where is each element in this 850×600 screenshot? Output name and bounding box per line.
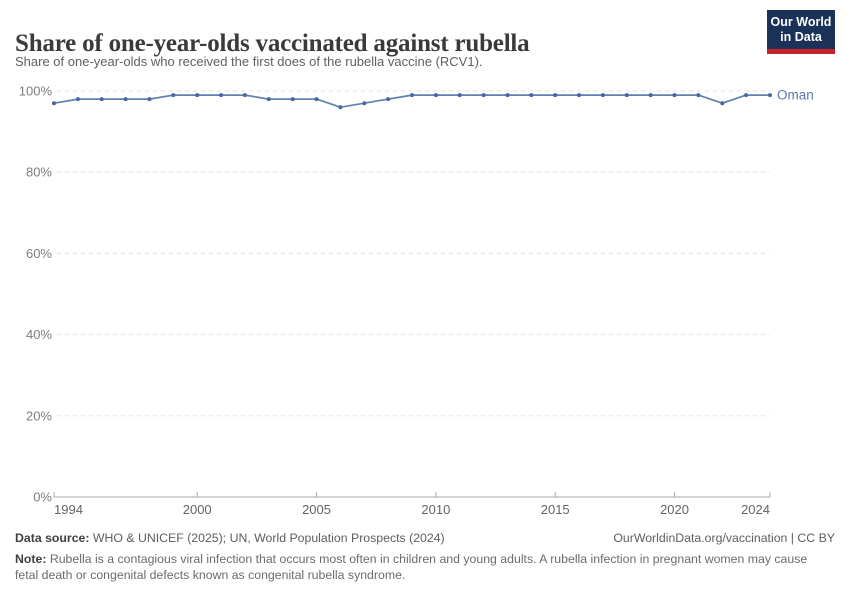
- x-axis-tick-label: 2005: [302, 502, 331, 517]
- data-point[interactable]: [720, 101, 725, 106]
- data-point[interactable]: [553, 93, 558, 98]
- y-axis-tick-label: 40%: [26, 327, 52, 342]
- data-point[interactable]: [648, 93, 653, 98]
- data-point[interactable]: [433, 93, 438, 98]
- x-axis-tick-label: 2015: [541, 502, 570, 517]
- data-point[interactable]: [362, 101, 367, 106]
- data-point[interactable]: [290, 97, 295, 102]
- series-end-label: Oman: [777, 88, 814, 103]
- y-axis-tick-label: 60%: [26, 246, 52, 261]
- chart-subtitle: Share of one-year-olds who received the …: [15, 54, 483, 69]
- data-point[interactable]: [410, 93, 414, 98]
- data-point[interactable]: [505, 93, 510, 98]
- data-point[interactable]: [481, 93, 486, 98]
- data-point[interactable]: [266, 97, 271, 102]
- x-axis-tick-label: 2000: [183, 502, 212, 517]
- owid-logo-text-line2: in Data: [780, 30, 822, 44]
- owid-logo-box: Our World in Data: [767, 10, 835, 49]
- y-axis-tick-label: 0%: [33, 490, 52, 505]
- data-point[interactable]: [314, 97, 319, 102]
- owid-logo-red-bar: [767, 49, 835, 54]
- data-point[interactable]: [219, 93, 224, 98]
- data-point[interactable]: [577, 93, 582, 98]
- data-point[interactable]: [123, 97, 128, 102]
- data-point[interactable]: [672, 93, 677, 98]
- data-point[interactable]: [529, 93, 534, 98]
- license-link[interactable]: OurWorldinData.org/vaccination | CC BY: [613, 531, 835, 545]
- data-source-text: Data source: WHO & UNICEF (2025); UN, Wo…: [15, 531, 445, 545]
- data-point[interactable]: [338, 105, 343, 110]
- data-source-label: Data source:: [15, 531, 90, 545]
- x-axis-tick-label: 1994: [54, 502, 83, 517]
- data-point[interactable]: [99, 97, 104, 102]
- data-point[interactable]: [600, 93, 605, 98]
- data-point[interactable]: [624, 93, 629, 98]
- page-title: Share of one-year-olds vaccinated agains…: [15, 29, 530, 57]
- x-axis-tick-label: 2020: [660, 502, 689, 517]
- y-axis-tick-label: 100%: [19, 84, 53, 99]
- data-point[interactable]: [242, 93, 247, 98]
- footer-note: Note: Rubella is a contagious viral infe…: [15, 552, 808, 582]
- data-point[interactable]: [75, 97, 80, 102]
- data-point[interactable]: [457, 93, 462, 98]
- x-axis-tick-label: 2024: [741, 502, 770, 517]
- data-point[interactable]: [171, 93, 176, 98]
- y-axis-tick-label: 80%: [26, 165, 52, 180]
- data-point[interactable]: [696, 93, 701, 98]
- x-axis-tick-label: 2010: [421, 502, 450, 517]
- owid-logo[interactable]: Our World in Data: [767, 10, 835, 54]
- data-point[interactable]: [52, 101, 56, 106]
- data-point[interactable]: [147, 97, 152, 102]
- data-point[interactable]: [744, 93, 749, 98]
- owid-logo-text-line1: Our World: [770, 15, 832, 29]
- data-point[interactable]: [386, 97, 391, 102]
- note-label: Note:: [15, 552, 47, 566]
- y-axis-tick-label: 20%: [26, 408, 52, 423]
- footer-source-row: Data source: WHO & UNICEF (2025); UN, Wo…: [15, 531, 835, 545]
- data-point[interactable]: [768, 93, 772, 98]
- data-point[interactable]: [195, 93, 200, 98]
